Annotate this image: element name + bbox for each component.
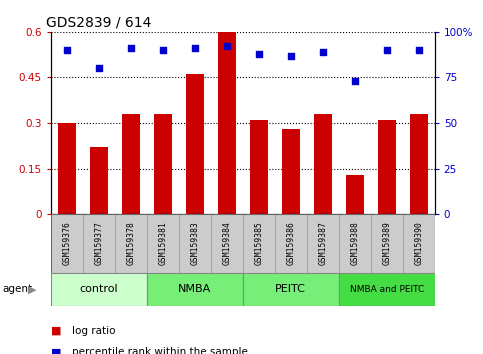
Point [351, 78, 358, 84]
Text: GSM159381: GSM159381 [158, 222, 167, 265]
Point [127, 45, 135, 51]
Bar [83, 214, 115, 273]
Text: GSM159390: GSM159390 [414, 222, 423, 265]
Bar [51, 273, 147, 306]
Text: GSM159376: GSM159376 [62, 222, 71, 265]
Text: log ratio: log ratio [72, 326, 116, 336]
Bar [307, 214, 339, 273]
Bar [371, 214, 403, 273]
Bar [51, 214, 83, 273]
Bar [339, 214, 371, 273]
Text: NMBA and PEITC: NMBA and PEITC [350, 285, 424, 294]
Bar [403, 214, 435, 273]
Text: ▶: ▶ [28, 284, 37, 295]
Text: GSM159383: GSM159383 [190, 222, 199, 265]
Text: GSM159385: GSM159385 [254, 222, 263, 265]
Bar [115, 214, 147, 273]
Point [383, 47, 391, 53]
Point [159, 47, 167, 53]
Text: GSM159378: GSM159378 [126, 222, 135, 265]
Bar [243, 273, 339, 306]
Bar [275, 214, 307, 273]
Text: NMBA: NMBA [178, 284, 212, 295]
Bar [243, 214, 275, 273]
Text: GSM159377: GSM159377 [94, 222, 103, 265]
Text: agent: agent [2, 284, 32, 295]
Point [223, 44, 230, 49]
Bar [410, 114, 427, 214]
Point [319, 49, 327, 55]
Bar [122, 114, 140, 214]
Point [415, 47, 423, 53]
Bar [250, 120, 268, 214]
Bar [211, 214, 242, 273]
Point [287, 53, 295, 58]
Text: PEITC: PEITC [275, 284, 306, 295]
Text: GDS2839 / 614: GDS2839 / 614 [46, 16, 151, 30]
Bar [186, 74, 203, 214]
Bar [218, 32, 236, 214]
Bar [346, 175, 364, 214]
Text: control: control [79, 284, 118, 295]
Text: GSM159384: GSM159384 [222, 222, 231, 265]
Bar [147, 214, 179, 273]
Point [63, 47, 71, 53]
Bar [58, 123, 75, 214]
Text: GSM159387: GSM159387 [318, 222, 327, 265]
Point [95, 65, 102, 71]
Text: GSM159388: GSM159388 [350, 222, 359, 265]
Bar [179, 214, 211, 273]
Bar [378, 120, 396, 214]
Bar [282, 129, 299, 214]
Point [191, 45, 199, 51]
Bar [90, 147, 108, 214]
Text: ■: ■ [51, 347, 61, 354]
Point [255, 51, 263, 57]
Text: ■: ■ [51, 326, 61, 336]
Text: GSM159389: GSM159389 [382, 222, 391, 265]
Text: percentile rank within the sample: percentile rank within the sample [72, 347, 248, 354]
Bar [147, 273, 243, 306]
Text: GSM159386: GSM159386 [286, 222, 295, 265]
Bar [314, 114, 331, 214]
Bar [154, 114, 171, 214]
Bar [339, 273, 435, 306]
